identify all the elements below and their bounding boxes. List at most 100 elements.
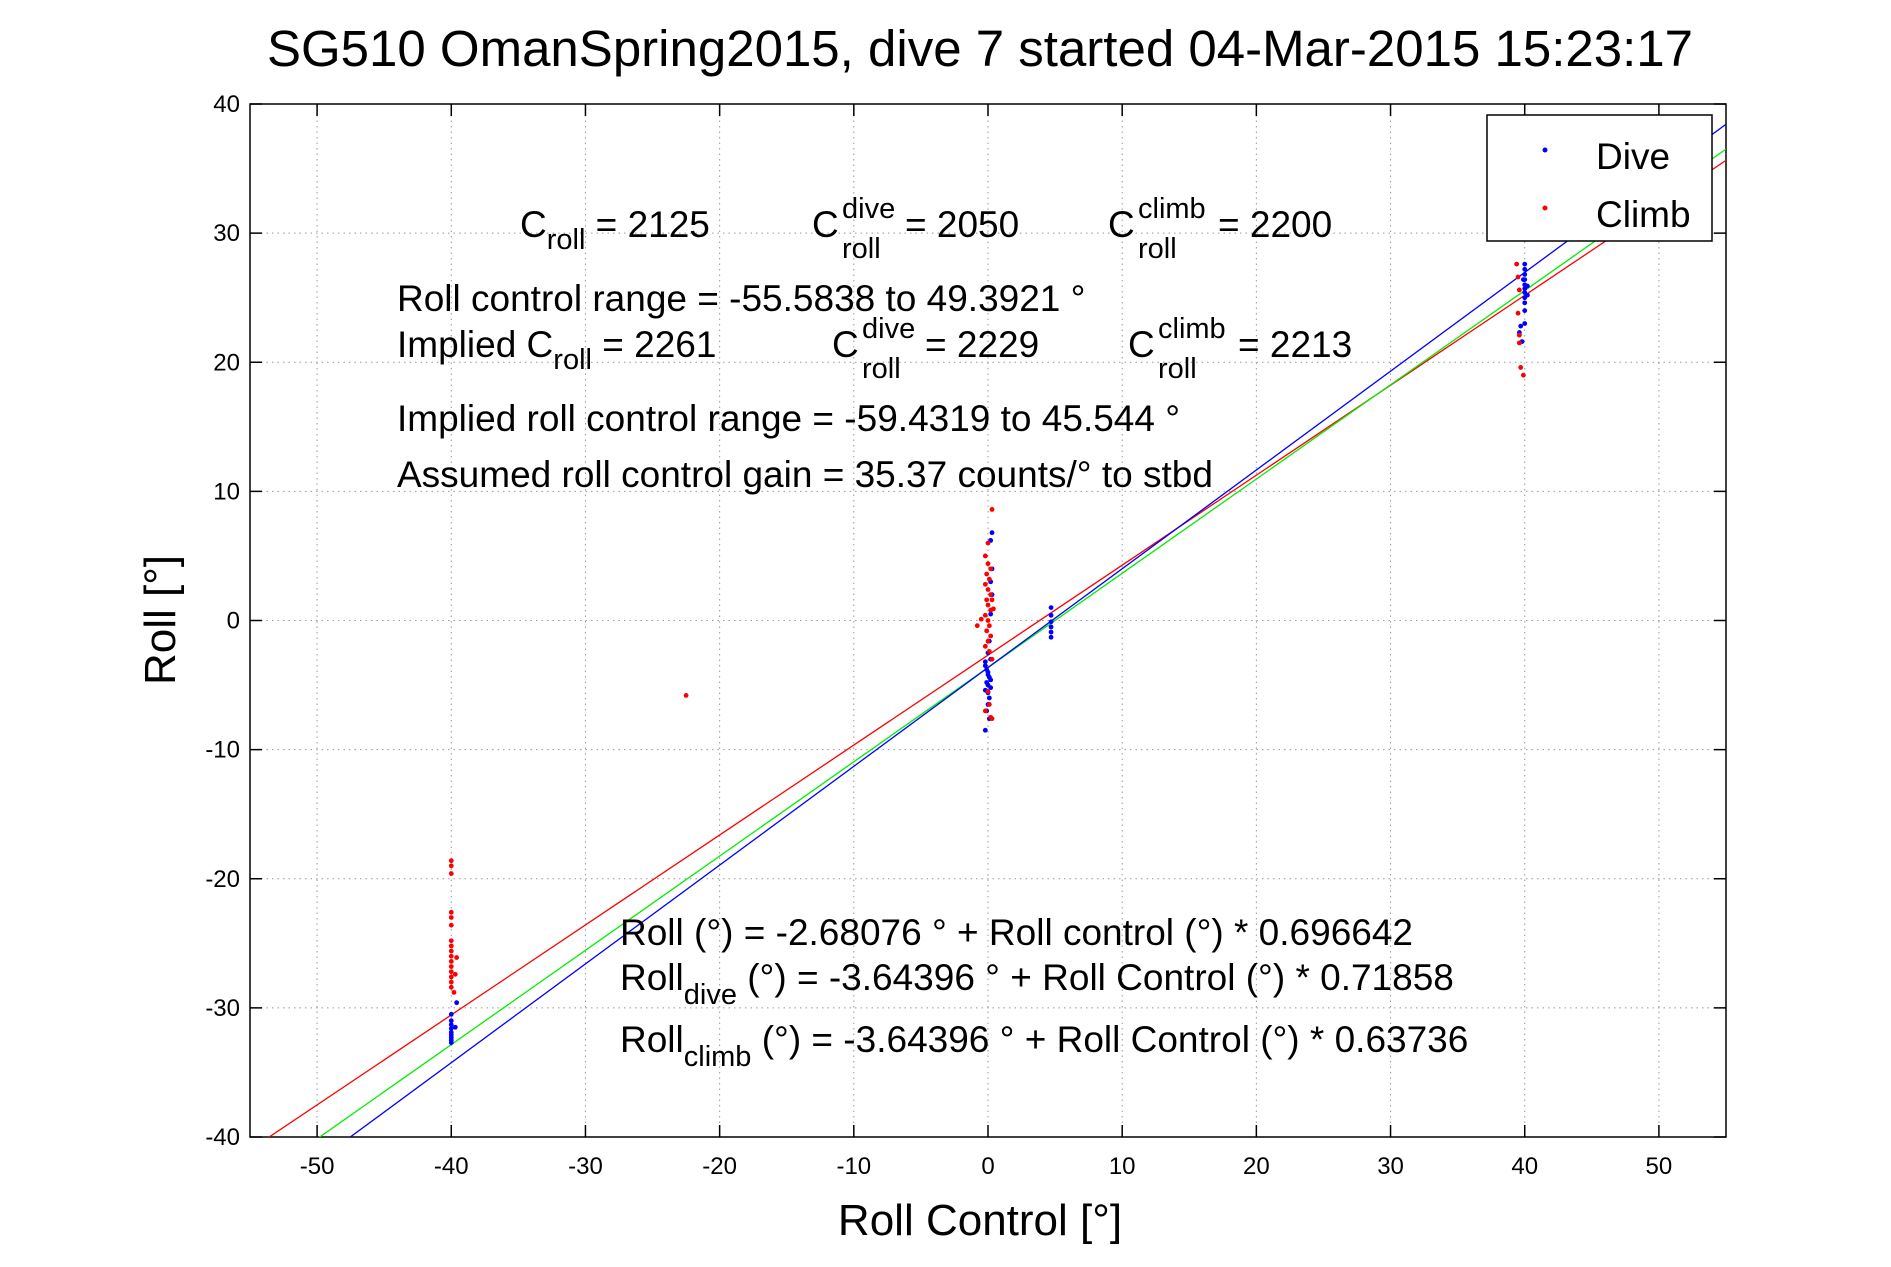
x-tick-label: 10 (1109, 1153, 1136, 1180)
climb-data-point (1515, 310, 1521, 316)
x-axis-label: Roll Control [°] (838, 1196, 1122, 1245)
c-roll-dive-annotation: C dive roll = 2050 (812, 193, 1019, 265)
y-tick-label: 20 (213, 349, 240, 376)
climb-data-point (448, 922, 454, 928)
climb-data-point (984, 597, 990, 603)
dive-data-point (1048, 629, 1054, 635)
implied-c-roll-dive-base: C (832, 324, 859, 365)
x-tick-label: 20 (1243, 1153, 1270, 1180)
c-roll-dive-base: C (812, 204, 839, 245)
x-tick-label: -40 (434, 1153, 469, 1180)
dive-data-point (1522, 261, 1528, 267)
climb-data-point (982, 708, 988, 714)
dive-data-point (448, 1026, 454, 1031)
c-roll-dive-eq: = 2050 (905, 204, 1019, 245)
x-tick-label: 50 (1646, 1153, 1673, 1180)
x-tick-label: -10 (836, 1153, 871, 1180)
climb-data-point (448, 909, 454, 915)
climb-data-point (451, 989, 457, 995)
legend-climb-marker (1542, 205, 1548, 211)
y-tick-label: 40 (213, 91, 240, 118)
implied-c-roll-label: Implied C (397, 324, 553, 365)
fit-climb-base: Roll (620, 1019, 684, 1060)
climb-data-point (989, 507, 995, 512)
climb-data-point (989, 597, 995, 603)
dive-data-point (1522, 300, 1528, 306)
climb-data-point (448, 938, 454, 944)
fit-equation-dive: Rolldive (°) = -3.64396 ° + Roll Control… (620, 957, 1454, 1011)
dive-data-point (1525, 292, 1530, 298)
svg-text:Implied Croll = 2261: Implied Croll = 2261 (397, 324, 716, 376)
climb-data-point (1518, 365, 1524, 370)
c-roll-eq: = 2125 (585, 204, 709, 245)
c-roll-climb-base: C (1108, 204, 1135, 245)
implied-c-roll-climb-eq: = 2213 (1238, 324, 1352, 365)
dive-data-point (1522, 272, 1528, 277)
c-roll-climb-eq: = 2200 (1218, 204, 1332, 245)
dive-data-point (1520, 277, 1526, 283)
climb-data-point (985, 689, 991, 694)
y-axis-label: Roll [°] (136, 555, 185, 685)
fit-dive-sub: dive (684, 979, 737, 1011)
dive-data-point (988, 677, 994, 683)
x-tick-label: 30 (1377, 1153, 1404, 1180)
implied-c-roll-dive-annotation: C dive roll = 2229 (832, 313, 1039, 385)
legend: Dive Climb (1486, 114, 1713, 242)
x-tick-label: -20 (702, 1153, 737, 1180)
dive-data-point (982, 663, 988, 669)
dive-data-point (982, 659, 988, 665)
legend-climb-label: Climb (1596, 194, 1691, 235)
y-tick-label: 0 (227, 608, 240, 635)
climb-data-point (984, 628, 990, 634)
dive-data-point (1522, 308, 1528, 313)
climb-data-point (448, 863, 454, 869)
c-roll-dive-sub: roll (842, 233, 881, 265)
climb-data-point (1514, 261, 1520, 267)
data-points (448, 261, 1530, 1046)
dive-data-point (1048, 624, 1054, 630)
dive-data-point (448, 1040, 454, 1046)
y-tick-label: 10 (213, 478, 240, 505)
x-tick-label: -50 (300, 1153, 335, 1180)
climb-data-point (984, 571, 990, 577)
dive-data-point (982, 727, 988, 733)
dive-data-point (448, 1018, 454, 1024)
climb-data-point (448, 979, 454, 985)
dive-data-point (1522, 321, 1528, 326)
climb-data-point (986, 649, 992, 654)
climb-data-point (978, 616, 984, 622)
dive-data-point (454, 1000, 460, 1006)
climb-data-point (985, 618, 991, 623)
climb-data-point (448, 943, 454, 949)
climb-data-point (985, 602, 991, 608)
climb-data-point (1516, 340, 1522, 346)
climb-data-point (448, 984, 454, 990)
implied-c-roll-climb-sub: roll (1158, 353, 1197, 385)
implied-c-roll-eq: = 2261 (592, 324, 716, 365)
y-tick-label: -40 (205, 1124, 240, 1151)
svg-text:Rollclimb (°) = -3.64396 ° + R: Rollclimb (°) = -3.64396 ° + Roll Contro… (620, 1019, 1468, 1073)
x-tick-label: 0 (981, 1153, 994, 1180)
implied-c-roll-climb-base: C (1128, 324, 1155, 365)
climb-data-point (985, 587, 991, 592)
climb-data-point (1516, 287, 1522, 293)
implied-c-roll-sub: roll (553, 344, 592, 376)
legend-dive-marker (1542, 147, 1548, 153)
climb-data-point (1515, 274, 1521, 280)
x-tick-label: 40 (1511, 1153, 1538, 1180)
climb-data-point (982, 553, 988, 559)
climb-data-point (986, 623, 992, 629)
dive-data-point (1522, 266, 1528, 272)
dive-data-point (986, 695, 992, 701)
climb-data-point (448, 964, 454, 969)
implied-c-roll-climb-sup: climb (1158, 313, 1226, 345)
climb-data-point (448, 958, 454, 964)
climb-data-point (448, 915, 454, 920)
climb-data-point (988, 592, 994, 598)
implied-c-roll-dive-sup: dive (862, 313, 915, 345)
fit-climb-rest: (°) = -3.64396 ° + Roll Control (°) * 0.… (751, 1019, 1468, 1060)
climb-data-point (454, 955, 460, 960)
legend-dive-label: Dive (1596, 136, 1670, 177)
implied-c-roll-dive-sub: roll (862, 353, 901, 385)
